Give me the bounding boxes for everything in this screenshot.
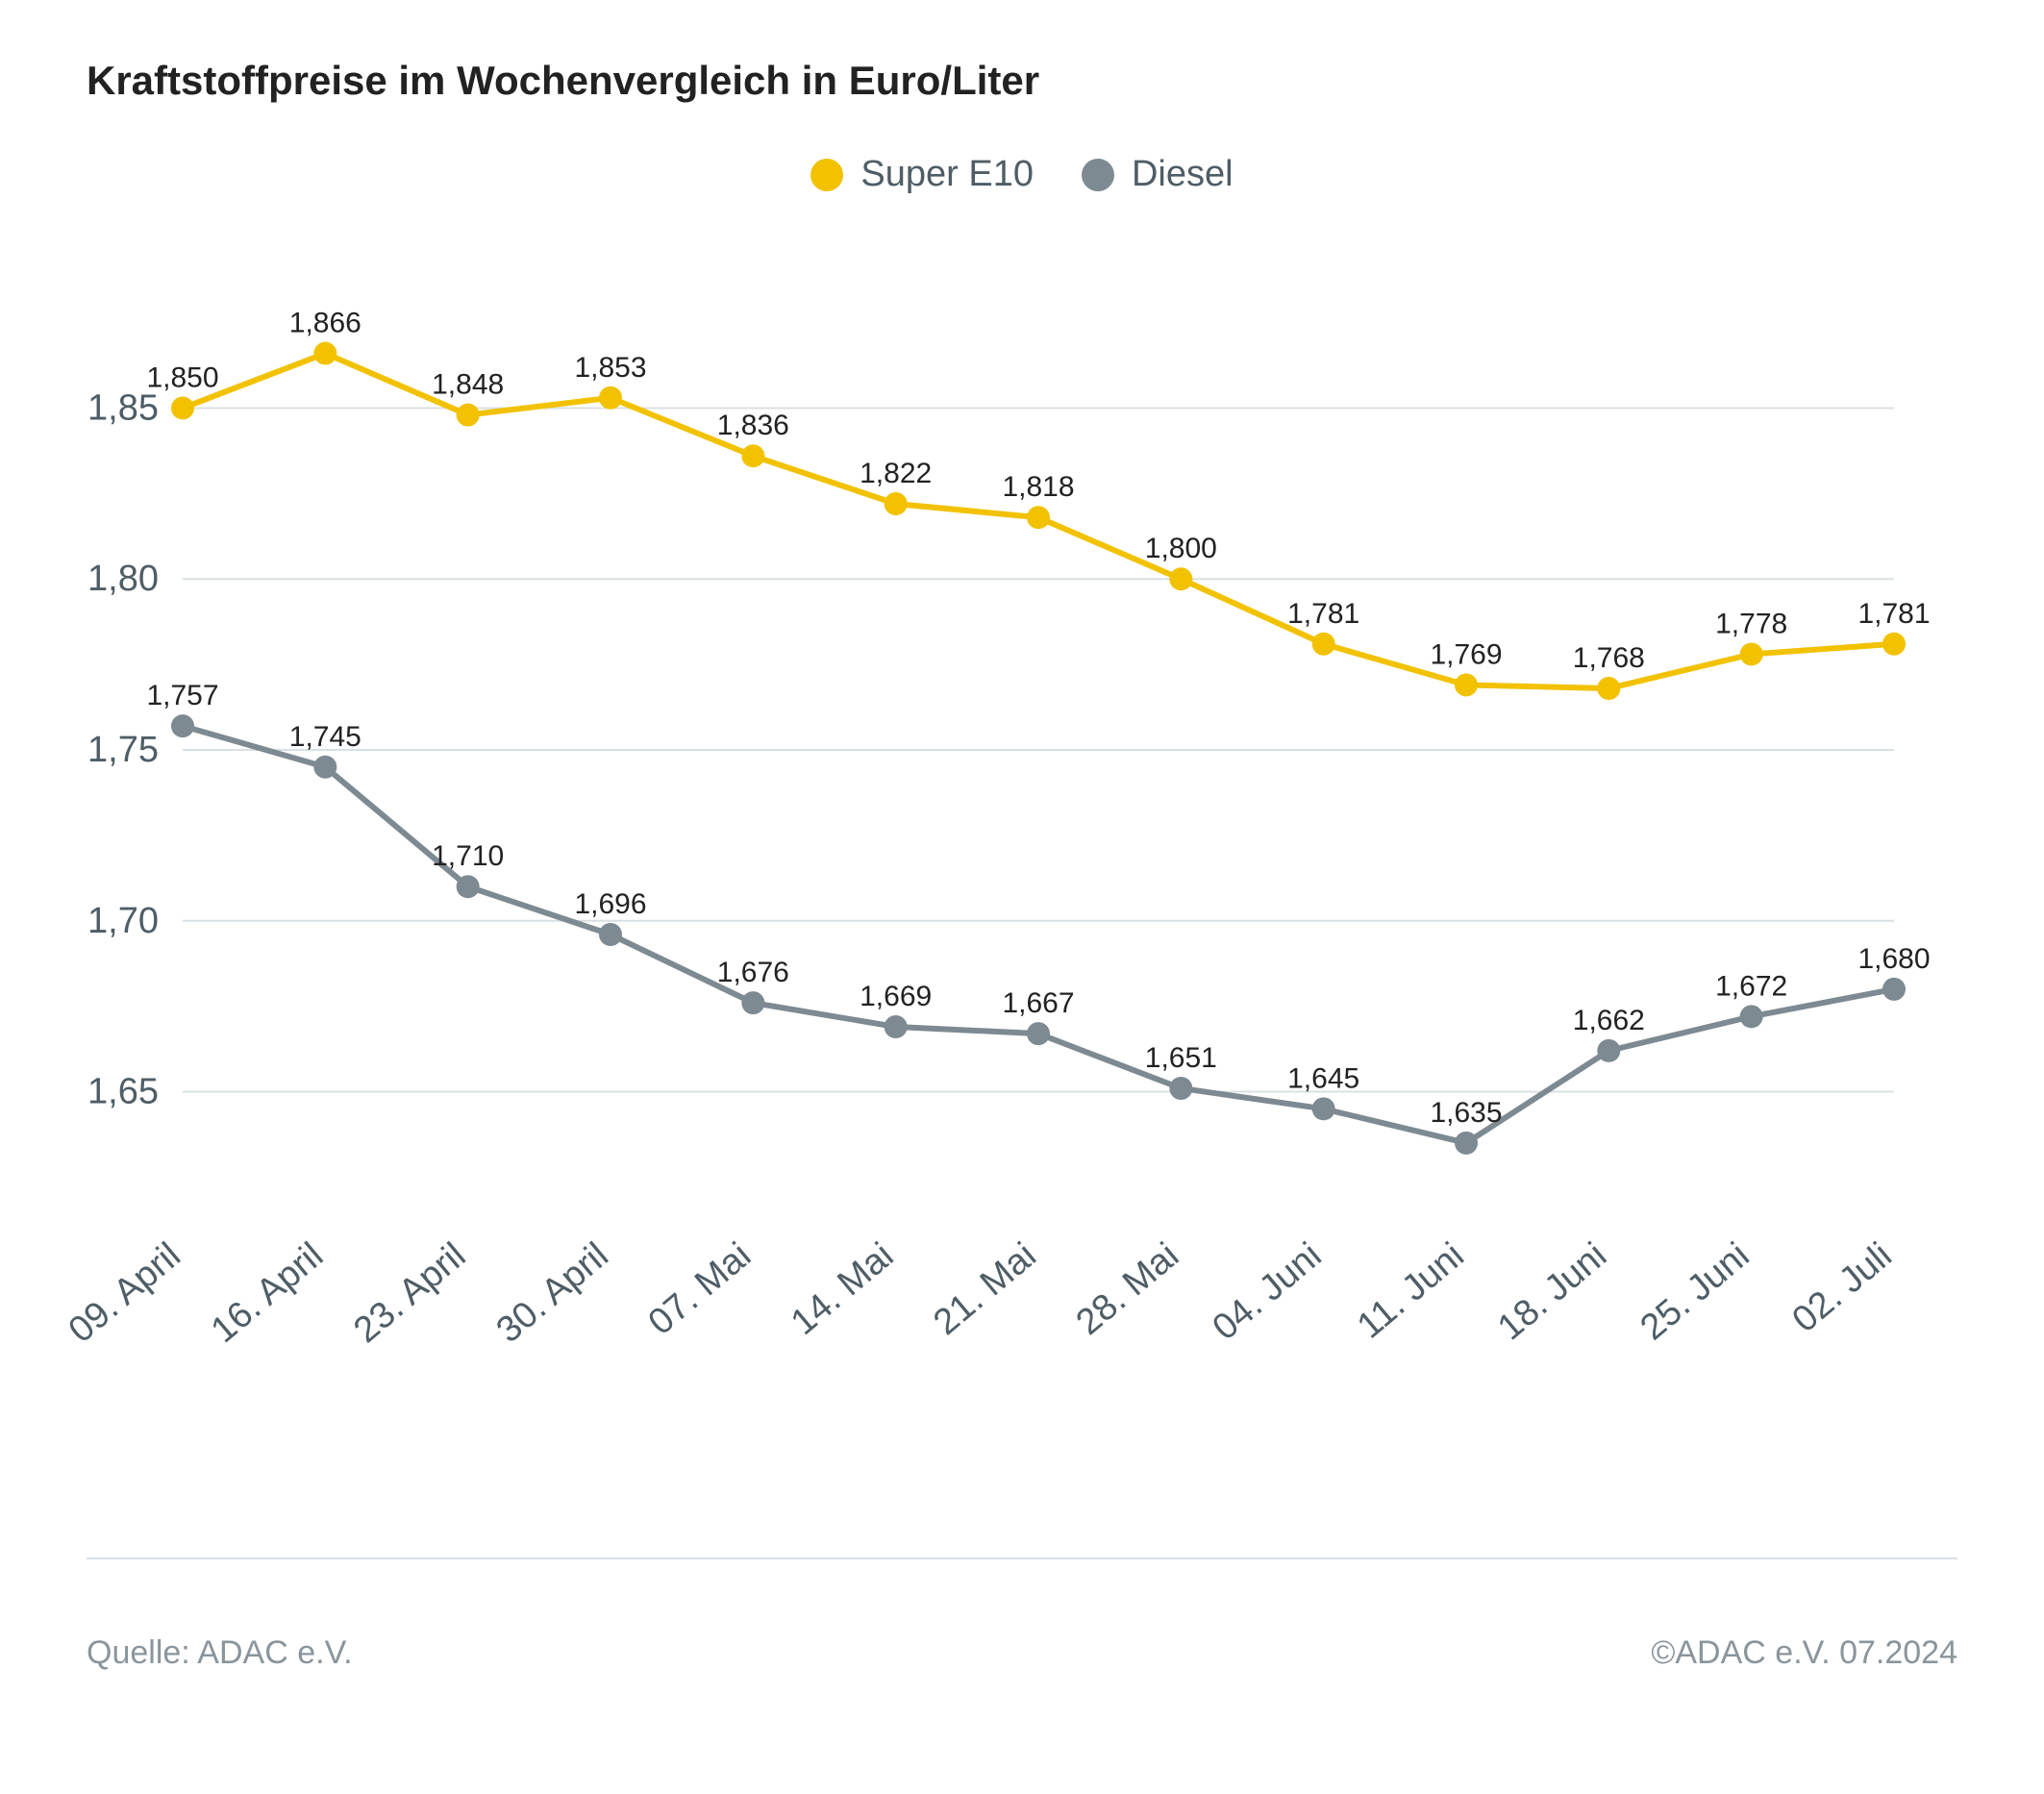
y-tick-label: 1,85	[87, 387, 159, 428]
data-label-super_e10: 1,769	[1430, 638, 1502, 670]
data-point-super_e10	[1740, 642, 1763, 665]
y-tick-label: 1,65	[87, 1072, 159, 1112]
data-point-super_e10	[885, 492, 908, 515]
x-tick-label: 09. April	[67, 1235, 188, 1351]
data-point-diesel	[313, 756, 337, 779]
copyright-label: ©ADAC e.V. 07.2024	[1651, 1634, 1957, 1672]
x-tick-label: 21. Mai	[926, 1235, 1043, 1343]
x-tick-label: 02. Juli	[1785, 1235, 1900, 1341]
data-point-diesel	[1597, 1039, 1620, 1062]
legend-item-super_e10: Super E10	[810, 154, 1034, 195]
legend-item-diesel: Diesel	[1082, 154, 1234, 195]
data-label-diesel: 1,710	[432, 840, 504, 872]
footer-rule	[87, 1557, 1957, 1559]
data-point-super_e10	[599, 386, 622, 410]
data-label-diesel: 1,645	[1287, 1062, 1359, 1094]
data-point-diesel	[741, 991, 764, 1014]
series-line-diesel	[183, 726, 1894, 1143]
data-label-super_e10: 1,866	[289, 308, 361, 339]
x-tick-label: 18. Juni	[1490, 1235, 1614, 1349]
data-point-diesel	[1169, 1077, 1192, 1100]
data-point-super_e10	[741, 444, 764, 467]
data-point-diesel	[885, 1015, 908, 1038]
data-label-super_e10: 1,822	[860, 458, 932, 489]
data-label-diesel: 1,651	[1145, 1042, 1217, 1074]
data-point-diesel	[1740, 1005, 1763, 1028]
legend-label-diesel: Diesel	[1132, 154, 1234, 195]
data-label-super_e10: 1,768	[1573, 642, 1645, 674]
x-tick-label: 28. Mai	[1069, 1235, 1186, 1343]
data-point-super_e10	[1312, 633, 1335, 656]
y-tick-label: 1,70	[87, 901, 159, 941]
data-point-diesel	[1312, 1097, 1335, 1120]
data-point-diesel	[171, 714, 194, 737]
data-point-diesel	[1882, 978, 1906, 1001]
x-tick-label: 16. April	[204, 1235, 331, 1351]
data-point-super_e10	[313, 342, 337, 365]
chart-plot: 1,65 1,70 1,75 1,80 1,85 09. April16. April23…	[67, 269, 2029, 1615]
data-point-diesel	[1455, 1132, 1478, 1155]
x-tick-label: 11. Juni	[1350, 1235, 1472, 1347]
data-label-super_e10: 1,818	[1002, 471, 1074, 503]
data-label-super_e10: 1,781	[1857, 598, 1930, 630]
data-point-diesel	[599, 923, 622, 946]
data-label-super_e10: 1,853	[574, 352, 646, 384]
chart-title: Kraftstoffpreise im Wochenvergleich in E…	[87, 58, 1957, 104]
chart-container: Kraftstoffpreise im Wochenvergleich in E…	[0, 0, 2044, 1794]
data-label-diesel: 1,745	[289, 721, 361, 753]
x-tick-label: 07. Mai	[641, 1235, 759, 1343]
data-point-super_e10	[1455, 673, 1478, 696]
x-tick-label: 14. Mai	[784, 1235, 901, 1343]
data-label-super_e10: 1,836	[717, 410, 789, 441]
data-point-diesel	[1027, 1022, 1050, 1045]
x-tick-label: 23. April	[346, 1235, 473, 1351]
data-point-super_e10	[1027, 506, 1050, 529]
data-label-diesel: 1,667	[1002, 987, 1074, 1019]
data-label-diesel: 1,672	[1715, 970, 1787, 1002]
data-label-diesel: 1,696	[574, 888, 646, 920]
data-label-super_e10: 1,778	[1715, 608, 1787, 639]
data-label-diesel: 1,662	[1573, 1005, 1645, 1036]
data-label-super_e10: 1,848	[432, 369, 504, 401]
data-label-super_e10: 1,781	[1287, 598, 1359, 630]
x-tick-label: 04. Juni	[1205, 1235, 1329, 1349]
legend-label-super_e10: Super E10	[860, 154, 1034, 195]
x-tick-label: 30. April	[489, 1235, 616, 1351]
data-label-diesel: 1,669	[860, 981, 932, 1012]
data-label-super_e10: 1,850	[146, 361, 218, 393]
data-point-super_e10	[1169, 567, 1192, 590]
data-label-diesel: 1,676	[717, 957, 789, 988]
data-point-super_e10	[457, 404, 480, 427]
y-tick-label: 1,75	[87, 730, 159, 770]
data-label-diesel: 1,635	[1430, 1097, 1502, 1129]
data-label-diesel: 1,680	[1857, 943, 1930, 975]
data-point-diesel	[457, 875, 480, 898]
source-label: Quelle: ADAC e.V.	[87, 1634, 353, 1672]
data-label-diesel: 1,757	[146, 680, 218, 711]
legend-dot-super_e10	[810, 159, 843, 191]
data-point-super_e10	[1882, 633, 1906, 656]
legend: Super E10 Diesel	[0, 154, 2044, 195]
x-tick-label: 25. Juni	[1633, 1235, 1757, 1349]
legend-dot-diesel	[1082, 159, 1114, 191]
data-point-super_e10	[171, 396, 194, 419]
footer: Quelle: ADAC e.V. ©ADAC e.V. 07.2024	[87, 1634, 1957, 1672]
y-tick-label: 1,80	[87, 559, 159, 599]
data-label-super_e10: 1,800	[1145, 533, 1217, 564]
data-point-super_e10	[1597, 677, 1620, 700]
